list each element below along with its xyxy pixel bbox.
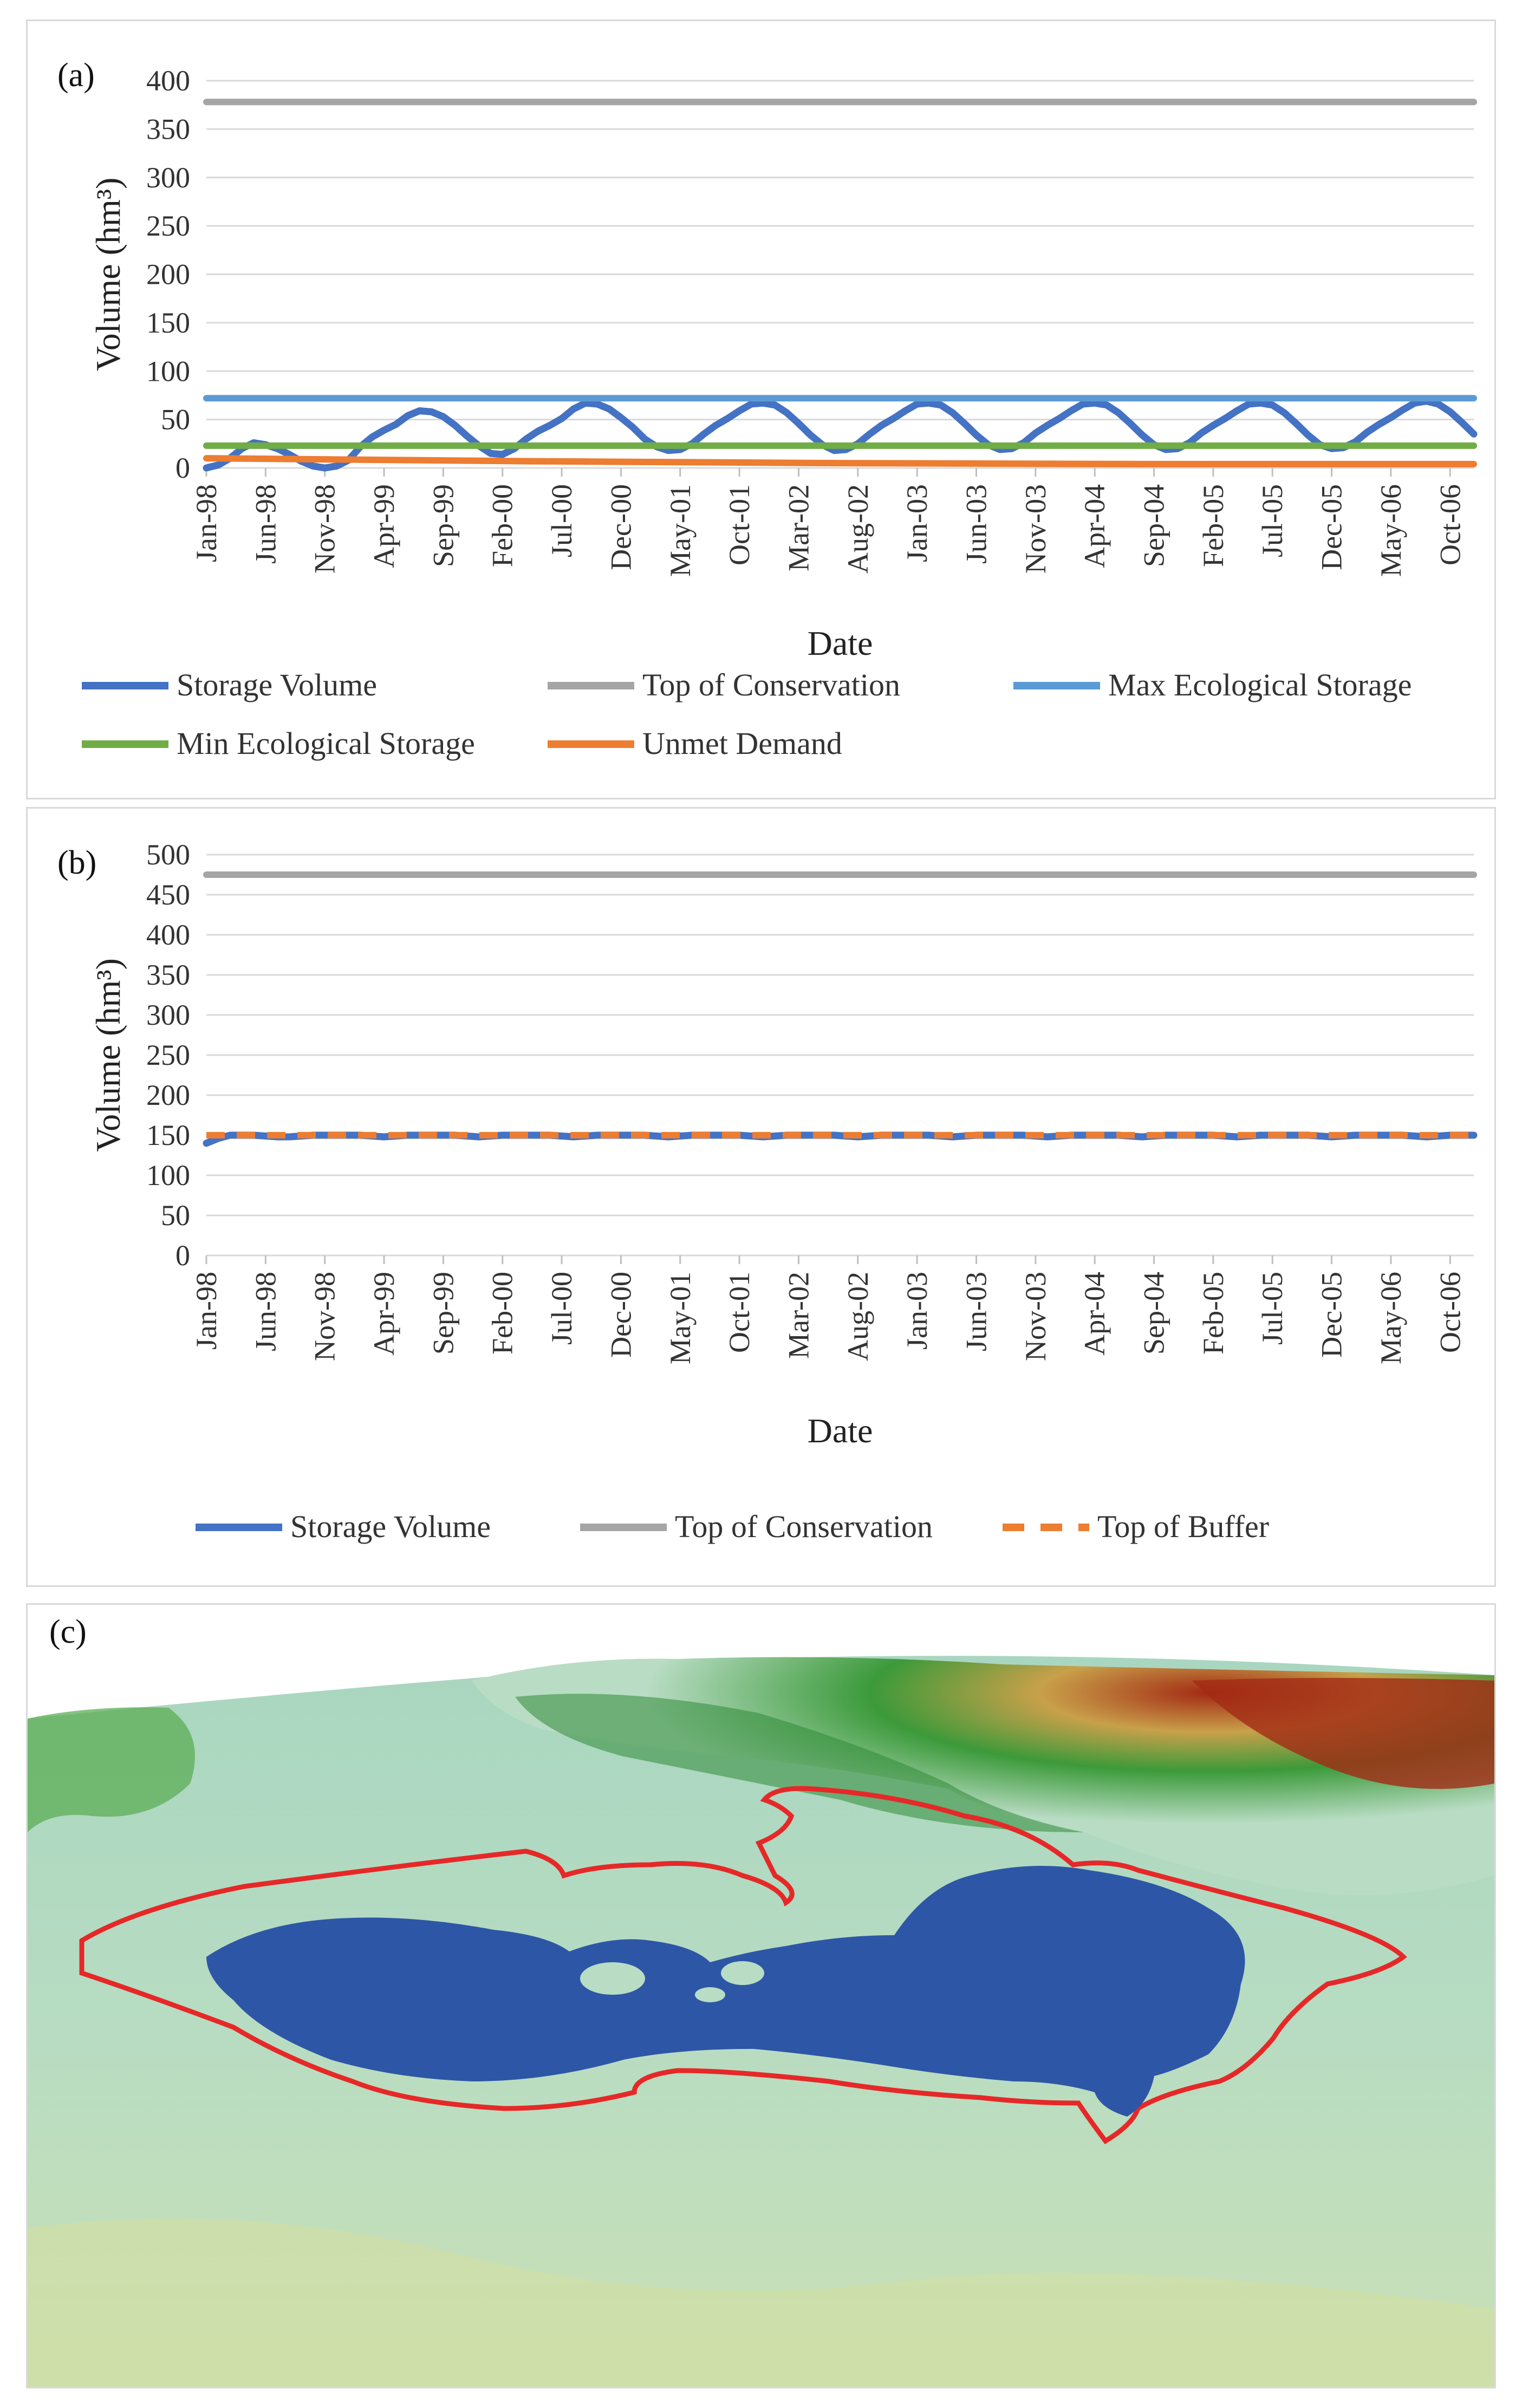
x-axis-title: Date bbox=[808, 624, 873, 662]
y-tick-label: 350 bbox=[146, 113, 190, 145]
x-tick-label: May-06 bbox=[1375, 1272, 1407, 1364]
series-line-storage-volume bbox=[203, 398, 1478, 472]
terrain-peaks bbox=[1192, 1678, 1494, 1789]
x-tick-label: May-01 bbox=[664, 1272, 697, 1364]
panel-label-a: (a) bbox=[57, 57, 95, 94]
terrain-west-hills bbox=[28, 1707, 195, 1832]
y-tick-label: 0 bbox=[175, 452, 190, 484]
legend-entry: Top of Conservation bbox=[675, 1509, 933, 1544]
x-tick-label: Mar-02 bbox=[782, 1272, 815, 1359]
y-tick-label: 450 bbox=[146, 878, 190, 911]
x-tick-label: Oct-01 bbox=[723, 484, 756, 565]
y-axis-title: Volume (hm³) bbox=[89, 178, 127, 372]
y-tick-label: 50 bbox=[161, 1199, 190, 1232]
x-tick-label: Dec-05 bbox=[1316, 1272, 1348, 1358]
terrain-forest-band bbox=[515, 1694, 1084, 1832]
x-tick-label: Apr-04 bbox=[1078, 1272, 1111, 1356]
x-tick-label: Apr-99 bbox=[368, 1272, 400, 1356]
series-line-unmet-demand bbox=[203, 455, 1477, 467]
chart-panel-a: (a) 0 50 100 150 200 250 300 350 400 Jan-98 Jun-98 N… bbox=[26, 19, 1496, 799]
x-tick-label: Nov-03 bbox=[1019, 1272, 1052, 1361]
legend-entry: Storage Volume bbox=[177, 667, 377, 702]
series-line-storage-volume bbox=[203, 1131, 1478, 1147]
x-tick-label: Sep-04 bbox=[1138, 484, 1170, 567]
panel-label-c: (c) bbox=[49, 1613, 87, 1650]
x-tick-label: Feb-00 bbox=[486, 484, 519, 567]
x-tick-label: Nov-98 bbox=[309, 1272, 341, 1361]
x-tick-label: Oct-01 bbox=[723, 1272, 756, 1353]
legend-entry: Max Ecological Storage bbox=[1108, 667, 1412, 702]
y-tick-label: 100 bbox=[146, 355, 190, 387]
x-tick-label: Dec-00 bbox=[604, 484, 637, 570]
y-tick-label: 50 bbox=[161, 403, 190, 436]
legend-entry: Min Ecological Storage bbox=[177, 726, 475, 761]
reservoir-water bbox=[206, 1866, 1245, 2117]
x-tick-label: Apr-99 bbox=[368, 484, 400, 568]
chart-panel-b: (b) 0 50 100 150 200 250 300 350 400 450 500 Jan-98 J… bbox=[26, 807, 1496, 1587]
x-tick-label: Mar-02 bbox=[782, 484, 815, 571]
terrain-south-plain bbox=[28, 2218, 1494, 2387]
legend-entry: Unmet Demand bbox=[642, 726, 842, 761]
reservoir-island bbox=[580, 1962, 645, 1995]
legend-entry: Top of Buffer bbox=[1097, 1509, 1269, 1544]
x-tick-label: Feb-05 bbox=[1197, 484, 1230, 567]
y-tick-label: 500 bbox=[146, 838, 190, 871]
panel-label-b: (b) bbox=[57, 844, 96, 881]
x-tick-label: Jul-00 bbox=[545, 1272, 578, 1345]
chart-b-svg: (b) 0 50 100 150 200 250 300 350 400 450 500 Jan-98 J… bbox=[57, 838, 1478, 1544]
y-tick-label: 200 bbox=[146, 1079, 190, 1111]
y-tick-label: 400 bbox=[146, 64, 190, 97]
map-panel-c: (c) bbox=[26, 1603, 1496, 2389]
reservoir-outline bbox=[79, 1786, 1407, 2144]
reservoir-island bbox=[721, 1961, 764, 1985]
x-tick-label: Jun-03 bbox=[960, 484, 992, 564]
y-tick-label: 150 bbox=[146, 307, 190, 339]
x-tick-label: Jul-00 bbox=[545, 484, 578, 557]
x-tick-label: Jan-98 bbox=[190, 1272, 223, 1350]
y-tick-label: 250 bbox=[146, 210, 190, 242]
x-axis-title: Date bbox=[808, 1411, 873, 1450]
x-tick-label: Jun-98 bbox=[249, 484, 282, 564]
y-tick-label: 200 bbox=[146, 258, 190, 291]
y-tick-label: 250 bbox=[146, 1039, 190, 1071]
x-tick-label: Aug-02 bbox=[842, 484, 874, 574]
x-tick-label: Sep-99 bbox=[427, 1272, 459, 1355]
y-tick-label: 300 bbox=[146, 161, 190, 194]
x-tick-label: Jan-03 bbox=[901, 484, 933, 562]
x-tick-label: Sep-99 bbox=[427, 484, 459, 567]
y-tick-label: 150 bbox=[146, 1119, 190, 1151]
x-tick-label: Apr-04 bbox=[1078, 484, 1111, 568]
x-tick-label: Nov-98 bbox=[309, 484, 341, 574]
x-tick-label: Nov-03 bbox=[1019, 484, 1052, 574]
y-tick-label: 350 bbox=[146, 959, 190, 991]
x-tick-label: Oct-06 bbox=[1434, 484, 1466, 565]
x-tick-label: Jul-05 bbox=[1256, 1272, 1289, 1345]
x-tick-label: Dec-00 bbox=[604, 1272, 637, 1358]
y-tick-label: 300 bbox=[146, 999, 190, 1031]
x-tick-label: Jan-03 bbox=[901, 1272, 933, 1350]
terrain-map: (c) bbox=[28, 1613, 1494, 2387]
x-tick-label: May-06 bbox=[1375, 484, 1407, 577]
x-tick-label: Jun-98 bbox=[249, 1272, 282, 1351]
y-axis-title: Volume (hm³) bbox=[89, 958, 127, 1152]
chart-a-svg: (a) 0 50 100 150 200 250 300 350 400 Jan-98 Jun-98 N… bbox=[57, 57, 1478, 761]
x-tick-label: Feb-00 bbox=[486, 1272, 519, 1355]
x-tick-label: Feb-05 bbox=[1197, 1272, 1230, 1355]
x-tick-label: Jul-05 bbox=[1256, 484, 1289, 557]
x-tick-label: Jan-98 bbox=[190, 484, 223, 562]
y-tick-label: 400 bbox=[146, 919, 190, 951]
x-tick-label: Sep-04 bbox=[1138, 1272, 1170, 1355]
legend-entry: Storage Volume bbox=[290, 1509, 491, 1544]
x-tick-label: Jun-03 bbox=[960, 1272, 992, 1351]
x-tick-label: Aug-02 bbox=[842, 1272, 874, 1361]
x-tick-label: Dec-05 bbox=[1316, 484, 1348, 570]
x-tick-label: May-01 bbox=[664, 484, 697, 577]
legend-entry: Top of Conservation bbox=[642, 667, 900, 702]
reservoir-island bbox=[695, 1987, 725, 2002]
y-tick-label: 0 bbox=[175, 1239, 190, 1272]
y-tick-label: 100 bbox=[146, 1159, 190, 1192]
x-tick-label: Oct-06 bbox=[1434, 1272, 1466, 1353]
